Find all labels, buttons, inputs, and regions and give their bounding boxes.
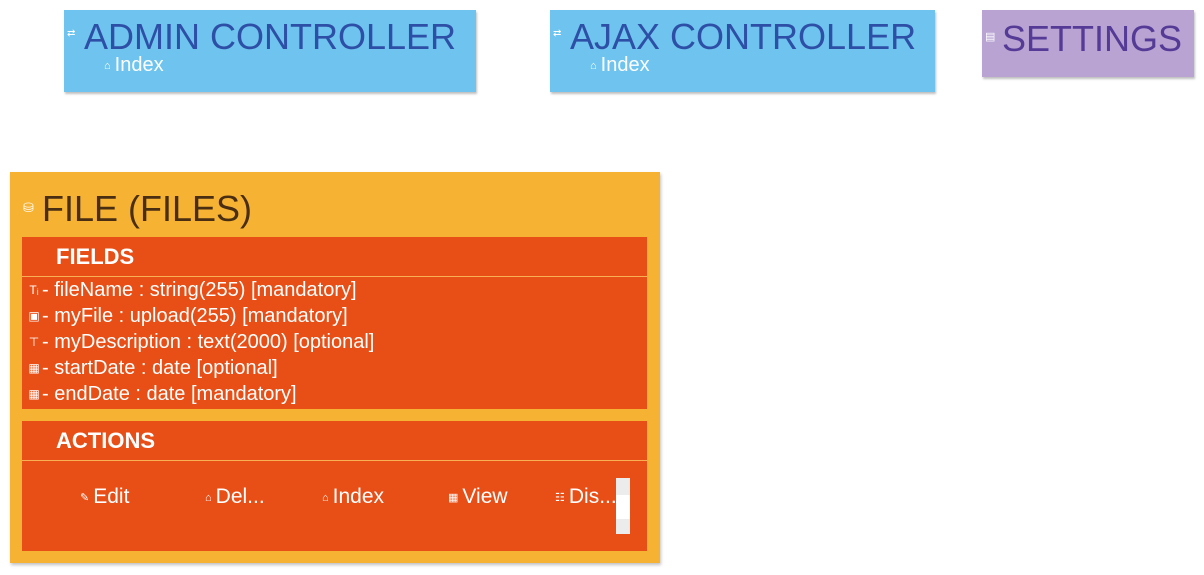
swap-arrows-icon: ⇄ <box>67 28 76 39</box>
actions-header: ACTIONS <box>22 421 647 461</box>
settings-box[interactable]: ▤ SETTINGS <box>982 10 1194 77</box>
scrollbar-thumb[interactable] <box>616 495 630 519</box>
image-upload-icon: ▣ <box>28 309 40 323</box>
field-row[interactable]: Tᵢ - fileName : string(255) [mandatory] <box>22 277 647 303</box>
settings-list-icon: ▤ <box>985 31 996 43</box>
calendar-icon: ▦ <box>28 387 40 401</box>
display-action-button[interactable]: ☷ Dis... <box>555 485 617 509</box>
trash-icon: ⌂ <box>205 492 212 504</box>
home-icon: ⌂ <box>104 60 111 72</box>
fields-header: FIELDS <box>22 237 647 277</box>
action-label: View <box>462 485 508 508</box>
field-text: - myFile : upload(255) [mandatory] <box>42 305 348 327</box>
admin-controller-index-action[interactable]: ⌂ Index <box>104 54 164 77</box>
edit-action-button[interactable]: ✎ Edit <box>80 485 129 509</box>
field-row[interactable]: ⊤ - myDescription : text(2000) [optional] <box>22 329 647 355</box>
ajax-controller-index-action[interactable]: ⌂ Index <box>590 54 650 77</box>
database-icon: ⛁ <box>23 200 34 215</box>
field-text: - fileName : string(255) [mandatory] <box>42 279 357 301</box>
ajax-controller-title: AJAX CONTROLLER <box>570 16 917 57</box>
view-action-button[interactable]: ▦ View <box>448 485 508 509</box>
pencil-icon: ✎ <box>80 492 90 504</box>
view-grid-icon: ▦ <box>448 492 459 504</box>
actions-panel: ACTIONS ✎ Edit ⌂ Del... ⌂ Index ▦ View ☷ Dis.… <box>22 421 647 551</box>
ajax-controller-box[interactable]: ⇄ AJAX CONTROLLER ⌂ Index <box>550 10 935 92</box>
swap-arrows-icon: ⇄ <box>553 28 562 39</box>
home-icon: ⌂ <box>590 60 597 72</box>
field-text: - endDate : date [mandatory] <box>42 383 297 405</box>
textarea-icon: ⊤ <box>28 335 40 349</box>
actions-scrollbar[interactable] <box>616 478 630 534</box>
entity-title: FILE (FILES) <box>42 188 253 229</box>
fields-panel: FIELDS Tᵢ - fileName : string(255) [manda… <box>22 237 647 409</box>
file-entity-box[interactable]: ⛁ FILE (FILES) FIELDS Tᵢ - fileName : str… <box>10 172 660 563</box>
display-list-icon: ☷ <box>555 492 565 504</box>
action-label: Dis... <box>568 485 617 508</box>
calendar-icon: ▦ <box>28 361 40 375</box>
action-label: Index <box>332 485 385 508</box>
field-row[interactable]: ▣ - myFile : upload(255) [mandatory] <box>22 303 647 329</box>
field-row[interactable]: ▦ - startDate : date [optional] <box>22 355 647 381</box>
delete-action-button[interactable]: ⌂ Del... <box>205 485 265 509</box>
admin-controller-box[interactable]: ⇄ ADMIN CONTROLLER ⌂ Index <box>64 10 476 92</box>
admin-controller-title: ADMIN CONTROLLER <box>84 16 457 57</box>
admin-index-label: Index <box>114 54 164 76</box>
field-text: - startDate : date [optional] <box>42 357 278 379</box>
field-row[interactable]: ▦ - endDate : date [mandatory] <box>22 381 647 407</box>
action-label: Edit <box>93 485 130 508</box>
index-action-button[interactable]: ⌂ Index <box>322 485 384 509</box>
home-icon: ⌂ <box>322 492 329 504</box>
action-label: Del... <box>215 485 265 508</box>
ajax-index-label: Index <box>600 54 650 76</box>
field-text: - myDescription : text(2000) [optional] <box>42 331 375 353</box>
text-type-icon: Tᵢ <box>29 283 39 297</box>
settings-title: SETTINGS <box>1002 18 1183 59</box>
